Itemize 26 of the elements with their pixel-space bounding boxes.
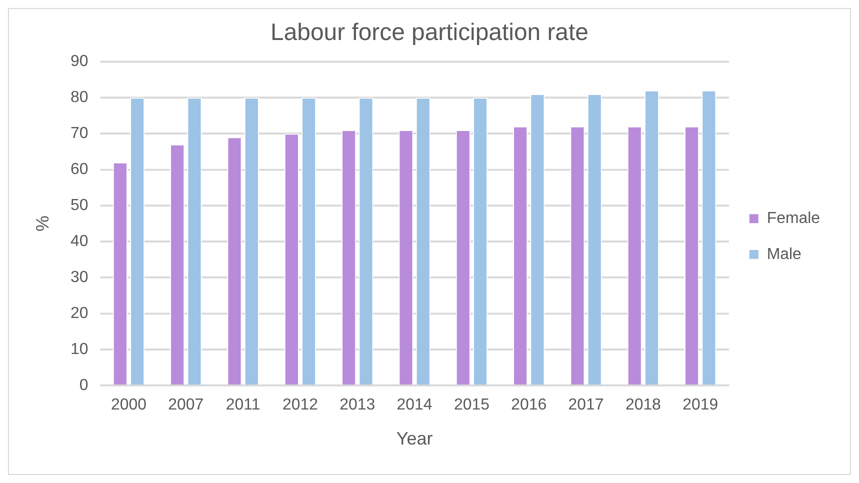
x-tick-label: 2013	[340, 396, 376, 414]
y-tick-label: 50	[70, 196, 88, 214]
y-tick-label: 90	[70, 52, 88, 70]
x-tick-label: 2014	[396, 396, 432, 414]
y-tick-label: 80	[70, 88, 88, 106]
legend-label: Female	[766, 210, 820, 227]
x-tick-label: 2015	[454, 396, 490, 414]
y-tick-label: 60	[70, 160, 88, 178]
x-tick-label: 2016	[511, 396, 547, 414]
x-tick-label: 2019	[682, 396, 718, 414]
y-tick-label: 0	[79, 376, 88, 394]
y-tick-label: 40	[70, 232, 88, 250]
y-axis-title: %	[32, 216, 53, 232]
chart-title: Labour force participation rate	[270, 18, 588, 46]
x-tick-label: 2012	[282, 396, 318, 414]
x-tick-label: 2000	[111, 396, 147, 414]
x-tick-label: 2018	[625, 396, 662, 414]
y-tick-label: 20	[70, 304, 88, 322]
legend-label: Male	[766, 246, 802, 263]
y-tick-label: 10	[70, 340, 88, 358]
x-tick-label: 2017	[568, 396, 604, 414]
x-tick-label: 2007	[168, 396, 204, 414]
y-tick-label: 30	[70, 268, 88, 286]
x-axis-title: Year	[396, 428, 433, 448]
y-tick-label: 70	[70, 124, 88, 142]
x-tick-label: 2011	[226, 396, 260, 414]
